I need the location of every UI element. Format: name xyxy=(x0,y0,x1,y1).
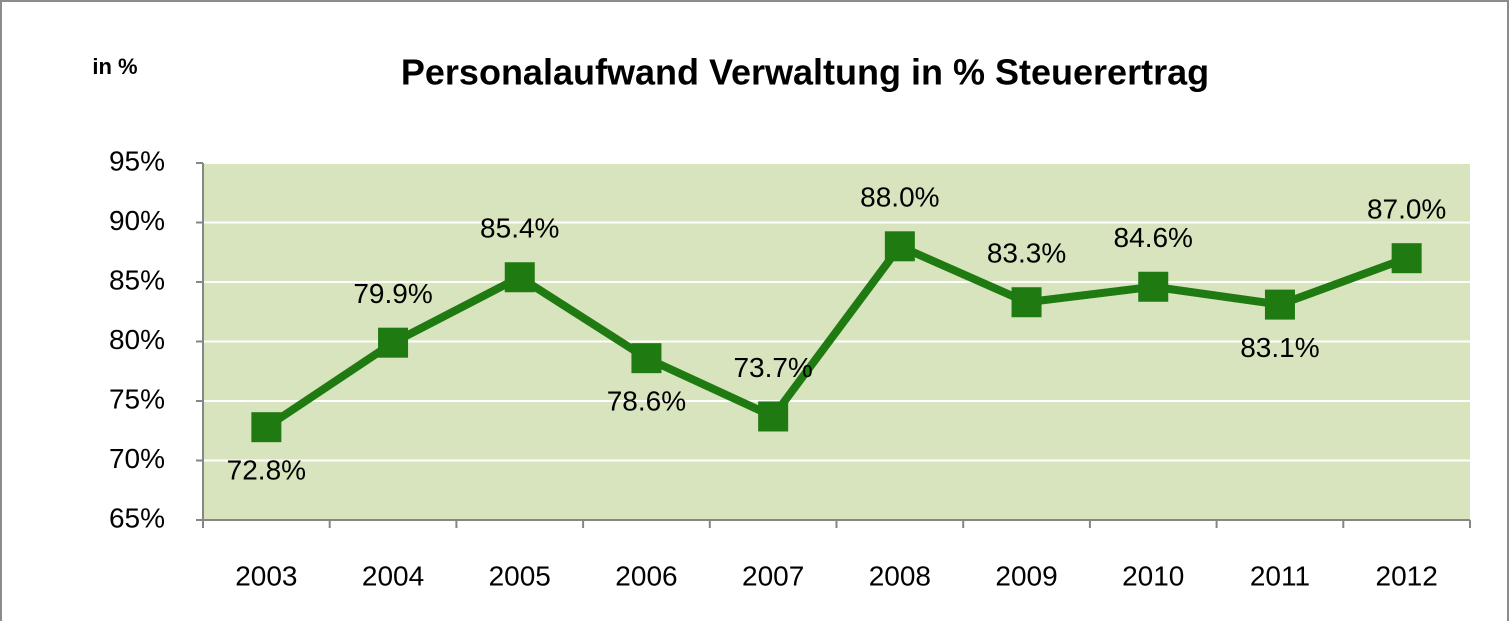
y-tick-label: 80% xyxy=(109,324,165,355)
x-tick-label: 2005 xyxy=(489,560,551,591)
marker xyxy=(251,412,282,443)
data-label: 78.6% xyxy=(607,386,686,417)
x-tick-label: 2006 xyxy=(615,560,677,591)
data-label: 84.6% xyxy=(1114,222,1193,253)
x-tick-label: 2010 xyxy=(1122,560,1184,591)
y-tick-label: 70% xyxy=(109,443,165,474)
marker xyxy=(1011,287,1042,318)
marker xyxy=(758,401,789,432)
x-tick-label: 2004 xyxy=(362,560,424,591)
marker xyxy=(884,231,915,262)
marker xyxy=(1138,271,1169,302)
data-label: 72.8% xyxy=(227,455,306,486)
x-tick-label: 2011 xyxy=(1250,560,1310,591)
y-axis-label: in % xyxy=(92,54,137,79)
data-label: 79.9% xyxy=(353,278,432,309)
x-tick-label: 2009 xyxy=(995,560,1057,591)
y-tick-label: 90% xyxy=(109,205,165,236)
data-label: 85.4% xyxy=(480,213,559,244)
line xyxy=(264,242,1409,431)
data-label: 87.0% xyxy=(1367,194,1446,225)
marker xyxy=(1264,289,1295,320)
data-label: 73.7% xyxy=(733,352,812,383)
y-tick-label: 65% xyxy=(109,502,165,533)
marker xyxy=(1391,243,1422,274)
data-label: 88.0% xyxy=(860,182,939,213)
x-tick-label: 2008 xyxy=(869,560,931,591)
chart-title: Personalaufwand Verwaltung in % Steuerer… xyxy=(401,52,1209,93)
y-tick-label: 95% xyxy=(109,145,165,176)
x-tick-label: 2003 xyxy=(235,560,297,591)
y-tick-label: 85% xyxy=(109,264,165,295)
data-label: 83.3% xyxy=(987,238,1066,269)
x-tick-label: 2012 xyxy=(1376,560,1438,591)
marker xyxy=(504,262,535,293)
x-tick-label: 2007 xyxy=(742,560,804,591)
marker xyxy=(631,343,662,374)
data-label: 83.1% xyxy=(1240,332,1319,363)
y-tick-label: 75% xyxy=(109,383,165,414)
marker xyxy=(378,327,409,358)
